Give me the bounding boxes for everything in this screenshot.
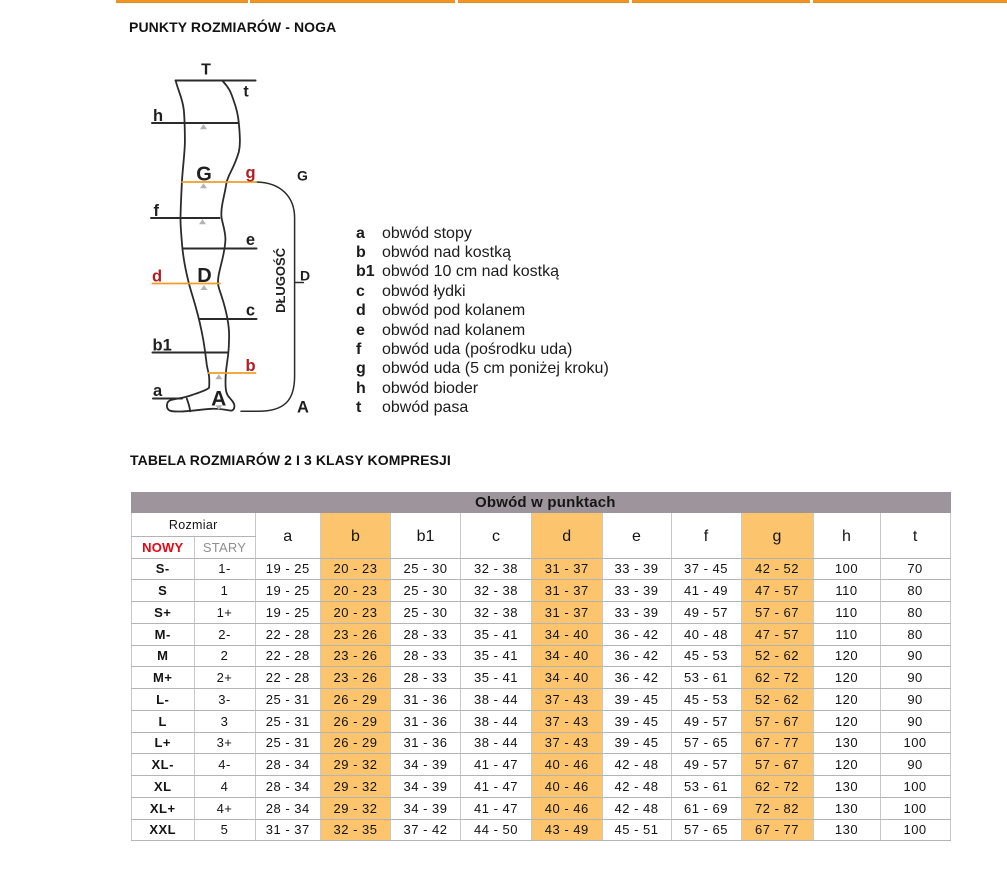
svg-text:G: G: [297, 168, 308, 184]
svg-text:f: f: [154, 202, 160, 220]
svg-text:b1: b1: [153, 337, 172, 355]
svg-text:G: G: [196, 164, 212, 186]
svg-text:g: g: [245, 164, 255, 182]
svg-text:t: t: [243, 84, 249, 101]
svg-text:c: c: [246, 302, 255, 320]
svg-text:h: h: [153, 107, 163, 125]
svg-text:A: A: [297, 399, 309, 417]
svg-text:T: T: [201, 62, 211, 79]
svg-text:b: b: [245, 357, 255, 375]
svg-text:DŁUGOŚĆ: DŁUGOŚĆ: [273, 247, 288, 313]
svg-text:D: D: [300, 268, 310, 284]
svg-text:A: A: [211, 388, 226, 411]
svg-text:a: a: [153, 382, 163, 400]
svg-text:D: D: [197, 265, 211, 287]
svg-text:e: e: [246, 231, 255, 249]
svg-text:d: d: [152, 268, 162, 286]
